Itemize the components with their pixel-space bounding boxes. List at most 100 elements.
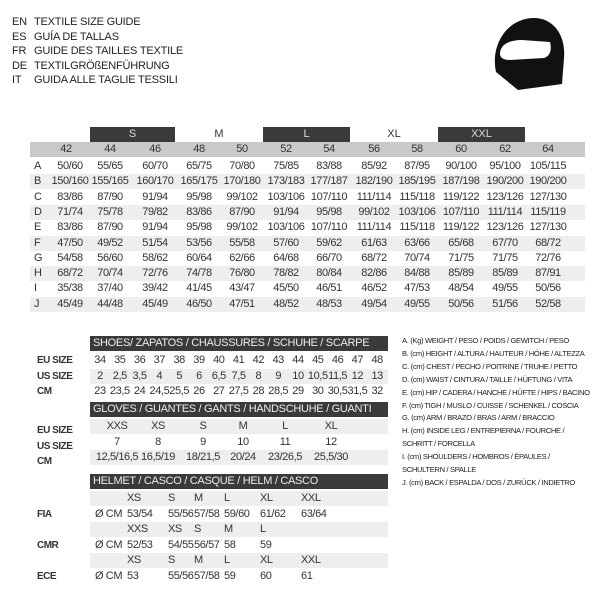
table-cell: 83/86 — [186, 205, 212, 218]
table-cell: 30 — [312, 385, 324, 397]
row-label: CM — [37, 386, 52, 397]
table-cell: 95/98 — [316, 205, 342, 218]
table-cell: 54/58 — [57, 251, 83, 264]
table-cell: 12 — [351, 369, 364, 382]
table-cell: 103/106 — [267, 221, 305, 234]
table-cell: 115/118 — [399, 221, 435, 234]
size-label: XL — [260, 553, 273, 566]
table-cell: 91/94 — [142, 190, 168, 203]
table-cell: 48/54 — [448, 282, 474, 295]
size-label: XS — [168, 522, 182, 535]
row-stripe — [90, 521, 388, 537]
table-cell: 190/200 — [486, 175, 524, 188]
table-cell: 4 — [156, 369, 163, 382]
table-cell: 50/56 — [535, 282, 561, 295]
table-cell: 85/92 — [361, 160, 387, 172]
table-cell: 99/102 — [358, 205, 390, 218]
table-cell: 55/65 — [97, 160, 123, 172]
legend-item: G. (cm) ARM / BRAZO / BRAS / ARM / BRACC… — [402, 413, 555, 423]
table-cell: 18/21,5 — [186, 451, 220, 463]
row-label: FIA — [37, 509, 52, 520]
size-label: XXL — [301, 553, 321, 566]
table-cell: 24 — [133, 385, 146, 397]
table-cell: 62/66 — [229, 251, 255, 264]
table-cell: 7 — [114, 435, 120, 448]
table-cell: 119/122 — [442, 190, 480, 203]
column-header: 64 — [542, 143, 554, 155]
row-label: US SIZE — [37, 440, 73, 452]
table-cell: 59 — [260, 538, 272, 551]
table-cell: 58/62 — [142, 251, 168, 264]
legend-item: E. (cm) HIP / CADERA / HANCHE / HÜFTE / … — [402, 387, 590, 397]
table-cell: 49/55 — [492, 282, 518, 295]
table-cell: 60/70 — [142, 160, 168, 172]
table-cell: 50/60 — [57, 160, 83, 172]
table-cell: 59/62 — [316, 236, 342, 249]
row-label: A — [34, 160, 41, 172]
table-cell: 99/102 — [226, 221, 258, 234]
table-cell: 6 — [196, 369, 202, 382]
table-cell: 170/180 — [223, 175, 261, 188]
table-cell: 49/54 — [361, 297, 387, 310]
row-label: H — [34, 267, 42, 280]
size-label: XL — [260, 492, 273, 504]
title-line: FR GUIDE DES TAILLES TEXTILE — [12, 45, 183, 57]
row-label: D — [34, 205, 42, 218]
table-cell: 10,5 — [307, 369, 328, 382]
table-cell: 85/89 — [492, 267, 518, 280]
size-label: S — [168, 553, 175, 566]
table-cell: 27 — [213, 385, 225, 397]
table-cell: 76/80 — [229, 267, 255, 280]
table-cell: 46 — [331, 354, 344, 366]
table-cell: 57/60 — [273, 236, 299, 249]
table-cell: 36 — [133, 354, 146, 366]
table-cell: 13 — [371, 369, 383, 382]
row-stripe — [90, 368, 388, 384]
table-cell: 23 — [94, 385, 106, 397]
table-cell: 34 — [94, 354, 106, 366]
row-stripe — [30, 266, 585, 282]
helmet-icon — [494, 18, 565, 90]
table-cell: 10 — [292, 369, 304, 382]
table-cell: 11,5 — [328, 369, 348, 382]
table-cell: 25,5/30 — [314, 451, 348, 463]
legend-item: B. (cm) HEIGHT / ALTURA / HAUTEUR / HÖHE… — [402, 348, 585, 358]
row-stripe — [90, 419, 388, 434]
unit-label: Ø CM — [95, 569, 123, 582]
table-cell: 72/76 — [142, 267, 168, 280]
table-cell: 107/110 — [310, 221, 348, 234]
size-band-s: S — [90, 127, 175, 142]
table-cell: 47/50 — [57, 236, 83, 249]
table-cell: 74/78 — [186, 267, 212, 280]
section-header: SHOES/ ZAPATOS / CHAUSSURES / SCHUHE / S… — [90, 336, 388, 351]
table-cell: 64/68 — [273, 251, 299, 264]
legend-item: SCHRITT / FORCELLA — [402, 439, 475, 449]
column-header: 60 — [455, 143, 467, 155]
row-label: ECE — [37, 570, 57, 582]
table-cell: 91/94 — [142, 221, 168, 234]
table-cell: 38 — [173, 354, 185, 366]
column-header: 42 — [60, 143, 72, 155]
language-code: IT — [12, 74, 22, 86]
table-cell: 111/114 — [356, 190, 392, 203]
table-cell: 95/98 — [186, 221, 212, 234]
section-header: GLOVES / GUANTES / GANTS / HANDSCHUHE / … — [90, 402, 388, 417]
table-cell: 48 — [371, 354, 383, 366]
table-cell: 28,5 — [268, 385, 289, 397]
table-cell: M — [238, 420, 248, 432]
row-label: US SIZE — [37, 370, 73, 382]
table-cell: 51/54 — [142, 236, 168, 249]
table-cell: 111/114 — [487, 205, 523, 218]
column-header: 48 — [193, 143, 205, 155]
table-cell: 103/106 — [398, 205, 436, 218]
size-label: L — [260, 522, 266, 535]
table-cell: 55/56 — [168, 508, 194, 520]
table-cell: 87/90 — [97, 190, 123, 203]
table-cell: 91/94 — [273, 205, 299, 218]
table-cell: 173/183 — [267, 175, 305, 188]
title-text: TEXTILGRÖßENFÜHRUNG — [34, 59, 170, 72]
table-cell: 63/64 — [301, 508, 327, 520]
table-cell: 61/62 — [260, 508, 286, 520]
table-cell: 127/130 — [529, 190, 567, 203]
table-cell: 160/170 — [136, 175, 174, 188]
